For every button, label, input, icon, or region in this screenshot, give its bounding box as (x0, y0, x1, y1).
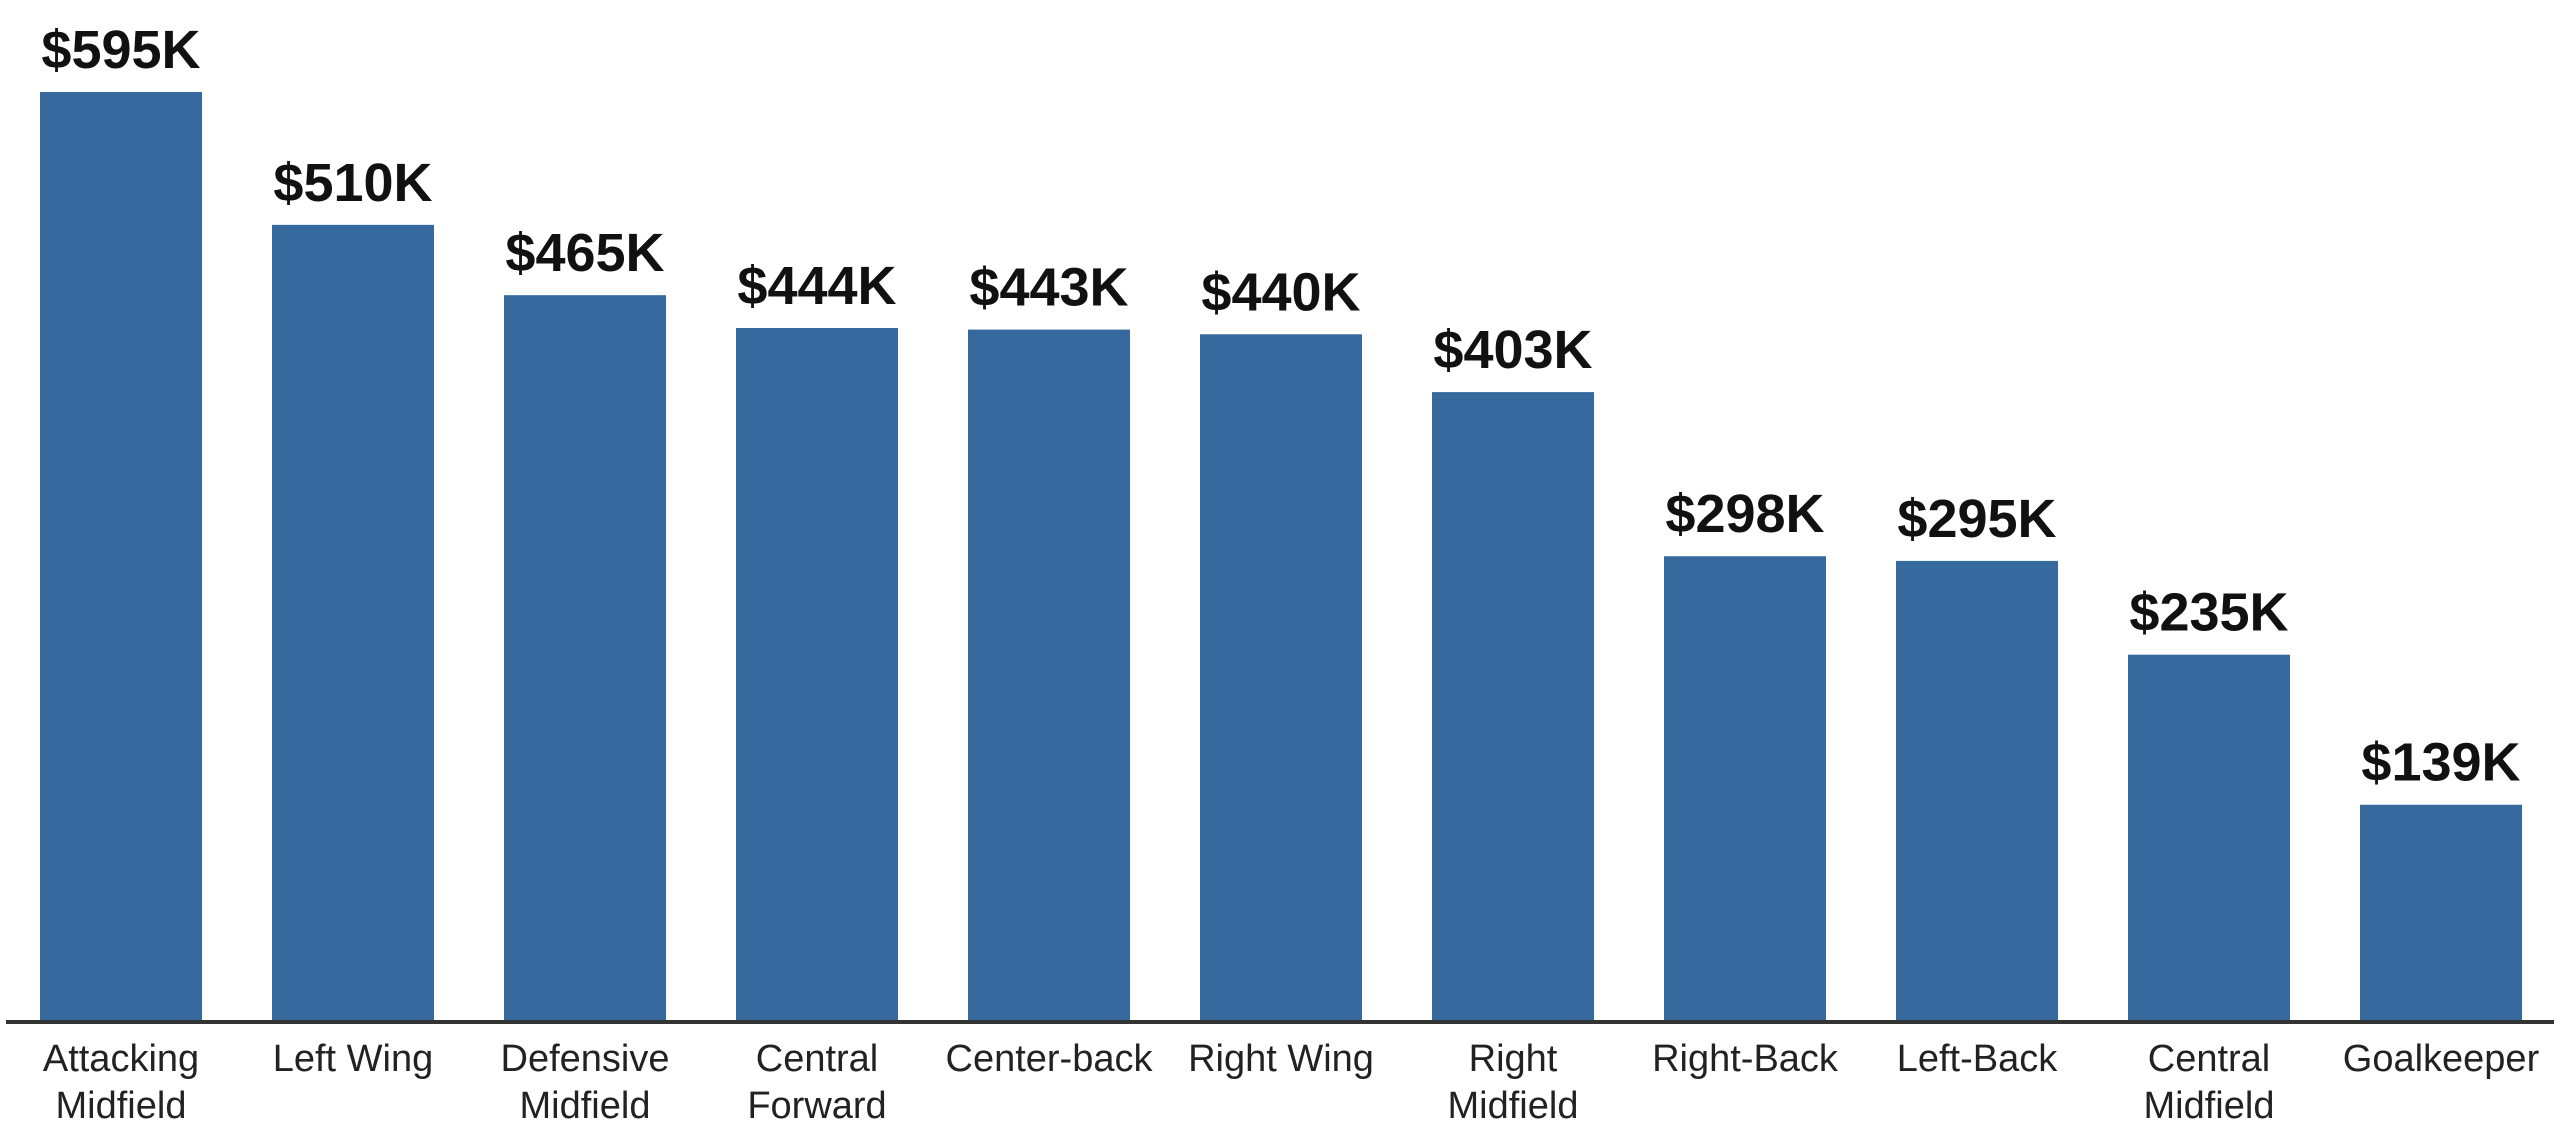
bar (736, 328, 898, 1022)
bar (1896, 560, 2058, 1022)
category-label: Left-Back (1897, 1038, 2059, 1080)
category-label: Left Wing (273, 1038, 434, 1080)
category-labels: Attacking Midfield Left Wing Defensive Midfi… (43, 1038, 2540, 1127)
bar (968, 329, 1130, 1022)
bar-value-label: $595K (41, 20, 200, 80)
category-label: Defensive Midfield (501, 1038, 670, 1127)
category-label-line: Forward (747, 1085, 886, 1127)
bar-value-label: $510K (273, 153, 432, 213)
bar (1432, 392, 1594, 1022)
bar (2128, 654, 2290, 1022)
category-label: Right-Back (1652, 1038, 1839, 1080)
category-label-line: Central (756, 1038, 879, 1080)
bar (1664, 556, 1826, 1022)
bar-value-label: $444K (737, 256, 896, 316)
category-label-line: Midfield (520, 1085, 651, 1127)
category-label-line: Midfield (2144, 1085, 2275, 1127)
category-label-line: Left Wing (273, 1038, 434, 1080)
category-label-line: Central (2148, 1038, 2271, 1080)
bar (2360, 804, 2522, 1022)
category-label: Goalkeeper (2343, 1038, 2540, 1080)
bar (40, 92, 202, 1022)
value-labels: $595K $510K $465K $444K $443K $440K $403K $298K… (41, 20, 2520, 793)
category-label-line: Center-back (946, 1038, 1154, 1080)
bar-value-label: $443K (969, 258, 1128, 318)
category-label-line: Defensive (501, 1038, 670, 1080)
category-label-line: Right-Back (1652, 1038, 1839, 1080)
category-label-line: Right Wing (1188, 1038, 1374, 1080)
category-label-line: Attacking (43, 1038, 199, 1080)
bar-value-label: $295K (1897, 489, 2056, 549)
category-label: Right Midfield (1448, 1038, 1579, 1127)
bar-value-label: $465K (505, 223, 664, 283)
category-label: Central Midfield (2144, 1038, 2275, 1127)
category-label: Central Forward (747, 1038, 886, 1127)
category-label-line: Midfield (56, 1085, 187, 1127)
bar-value-label: $139K (2361, 733, 2520, 793)
bar-value-label: $440K (1201, 262, 1360, 322)
bar-value-label: $403K (1433, 320, 1592, 380)
bar (1200, 334, 1362, 1022)
bars (40, 92, 2522, 1023)
bar (272, 224, 434, 1022)
category-label-line: Midfield (1448, 1085, 1579, 1127)
category-label-line: Right (1469, 1038, 1558, 1080)
category-label: Center-back (946, 1038, 1154, 1080)
category-label: Right Wing (1188, 1038, 1374, 1080)
category-label: Attacking Midfield (43, 1038, 199, 1127)
category-label-line: Left-Back (1897, 1038, 2059, 1080)
bar (504, 295, 666, 1023)
bar-value-label: $235K (2129, 583, 2288, 643)
bar-value-label: $298K (1665, 484, 1824, 544)
category-label-line: Goalkeeper (2343, 1038, 2540, 1080)
